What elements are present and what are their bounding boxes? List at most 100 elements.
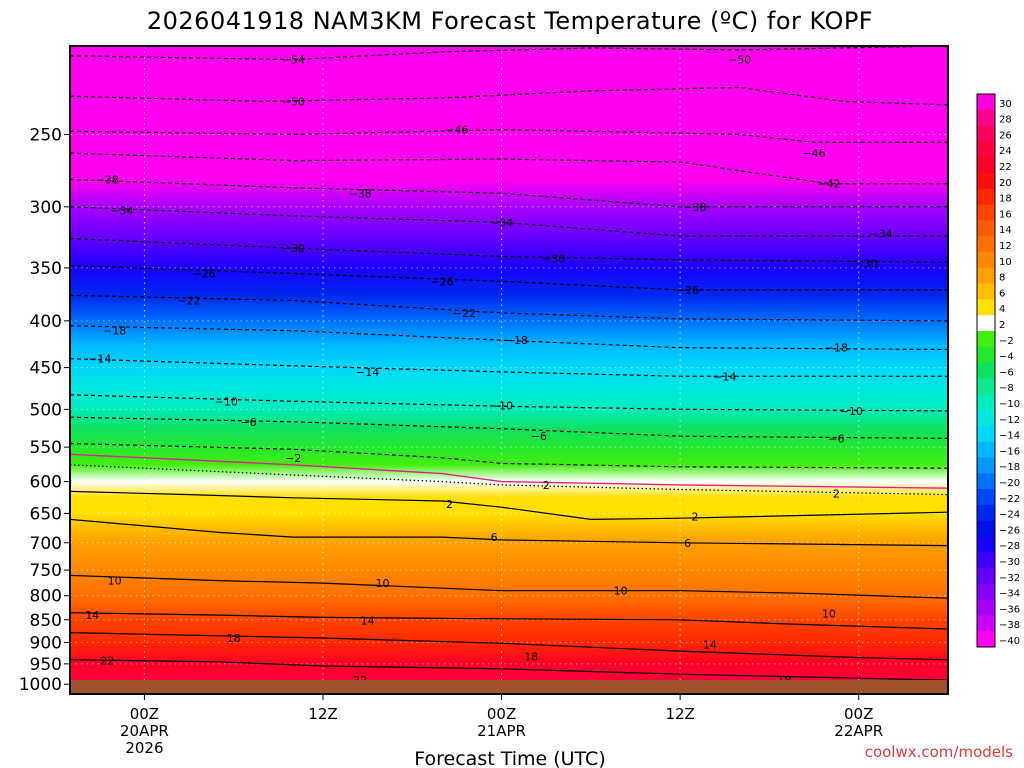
colorbar-frame	[976, 93, 996, 648]
colorbar-label: −10	[999, 399, 1020, 410]
y-tick-label: 900	[30, 633, 62, 653]
colorbar-label: −16	[999, 446, 1020, 457]
colorbar-label: −6	[999, 367, 1014, 378]
colorbar-label: 28	[999, 115, 1012, 126]
contour-label: −50	[728, 54, 751, 67]
credit-text: coolwx.com/models	[865, 743, 1013, 761]
colorbar-label: −24	[999, 510, 1020, 521]
contour-line	[70, 325, 948, 351]
chart-title: 2026041918 NAM3KM Forecast Temperature (…	[147, 7, 873, 35]
y-tick-label: 250	[30, 125, 62, 145]
x-tick-label: 00Z	[130, 705, 159, 723]
plot-frame	[69, 45, 949, 695]
contour-line	[70, 394, 948, 412]
contour-label: −46	[802, 147, 825, 160]
contour-label: −2	[285, 452, 301, 465]
y-tick-label: 750	[30, 561, 62, 581]
colorbar-label: 30	[999, 99, 1012, 110]
contour-label: −14	[356, 366, 379, 379]
colorbar-cell	[977, 536, 995, 553]
contour-line	[70, 442, 948, 469]
contour-label: 10	[822, 608, 836, 621]
x-tick-label: 2026	[125, 739, 163, 757]
colorbar-label: −28	[999, 541, 1020, 552]
contour-label: −34	[490, 216, 513, 229]
y-tick-label: 600	[30, 473, 62, 493]
y-tick-label: 950	[30, 655, 62, 675]
colorbar-label: −20	[999, 478, 1020, 489]
colorbar-cell	[977, 394, 995, 411]
colorbar-label: 12	[999, 241, 1012, 252]
colorbar-label: −34	[999, 589, 1020, 600]
contour-label: 22	[100, 655, 114, 668]
colorbar-label: 6	[999, 288, 1005, 299]
contour-label: −14	[713, 370, 736, 383]
colorbar-cell	[977, 410, 995, 427]
contour-line	[70, 632, 948, 661]
contour-label: −38	[349, 187, 372, 200]
contour-label: −30	[282, 242, 305, 255]
contour-label: −22	[453, 307, 476, 320]
colorbar-cell	[977, 299, 995, 316]
colorbar-label: −40	[999, 636, 1020, 647]
x-tick-label: 21APR	[477, 722, 526, 740]
colorbar-label: −18	[999, 462, 1020, 473]
contour-label: 2	[692, 510, 699, 523]
contour-label: −26	[192, 268, 215, 281]
contour-label: 2	[543, 479, 550, 492]
contour-label: −18	[103, 325, 126, 338]
y-tick-label: 650	[30, 504, 62, 524]
contour-label: 18	[524, 650, 538, 663]
contour-line	[70, 659, 948, 681]
colorbar-cell	[977, 188, 995, 206]
contour-line	[70, 612, 948, 630]
contour-label: −54	[282, 54, 305, 67]
colorbar-cell	[977, 568, 995, 585]
colorbar-cell	[977, 631, 995, 648]
contour-line	[70, 294, 948, 322]
contour-line	[70, 237, 948, 263]
contour-label: −10	[215, 395, 238, 408]
colorbar-label: 2	[999, 320, 1005, 331]
colorbar-cell	[977, 441, 995, 458]
colorbar-label: 20	[999, 178, 1012, 189]
contour-lines	[70, 46, 948, 681]
contour-label: −38	[96, 173, 119, 186]
y-tick-label: 350	[30, 259, 62, 279]
colorbar-label: 14	[999, 225, 1012, 236]
colorbar-cell	[977, 362, 995, 379]
contour-label: −6	[828, 432, 844, 445]
x-tick-label: 12Z	[665, 705, 694, 723]
x-axis-label: Forecast Time (UTC)	[414, 748, 605, 768]
contour-label: −18	[505, 334, 528, 347]
colorbar: 30 28 26 24 22 20 18 16 14 12 10 8 6 4 2 −2 −4 −6 −8 −10 −12…	[976, 93, 1020, 648]
y-tick-label: 1000	[19, 675, 62, 695]
colorbar-label: 10	[999, 257, 1012, 268]
contour-label: 14	[703, 639, 717, 652]
contour-line	[70, 358, 948, 377]
colorbar-cell	[977, 236, 995, 253]
contour-label: −6	[531, 430, 547, 443]
contour-label: −34	[110, 205, 133, 218]
contour-label: −10	[840, 405, 863, 418]
colorbar-cell	[977, 425, 995, 443]
colorbar-label: −8	[999, 383, 1014, 394]
contour-label: 2	[446, 498, 453, 511]
colorbar-cell	[977, 520, 995, 537]
x-tick-label: 00Z	[487, 705, 516, 723]
colorbar-label: 16	[999, 209, 1012, 220]
contour-label: 6	[491, 531, 498, 544]
x-tick-label: 20APR	[120, 722, 169, 740]
colorbar-cell	[977, 346, 995, 364]
colorbar-cell	[977, 331, 995, 348]
colorbar-cell	[977, 315, 995, 332]
contour-line	[70, 490, 948, 521]
contour-label: 18	[227, 632, 241, 645]
colorbar-cell	[977, 615, 995, 632]
terrain-ground	[70, 680, 948, 694]
y-tick-label: 550	[30, 438, 62, 458]
colorbar-cell	[977, 552, 995, 569]
contour-label: 10	[108, 575, 122, 588]
contour-label: −26	[676, 284, 699, 297]
